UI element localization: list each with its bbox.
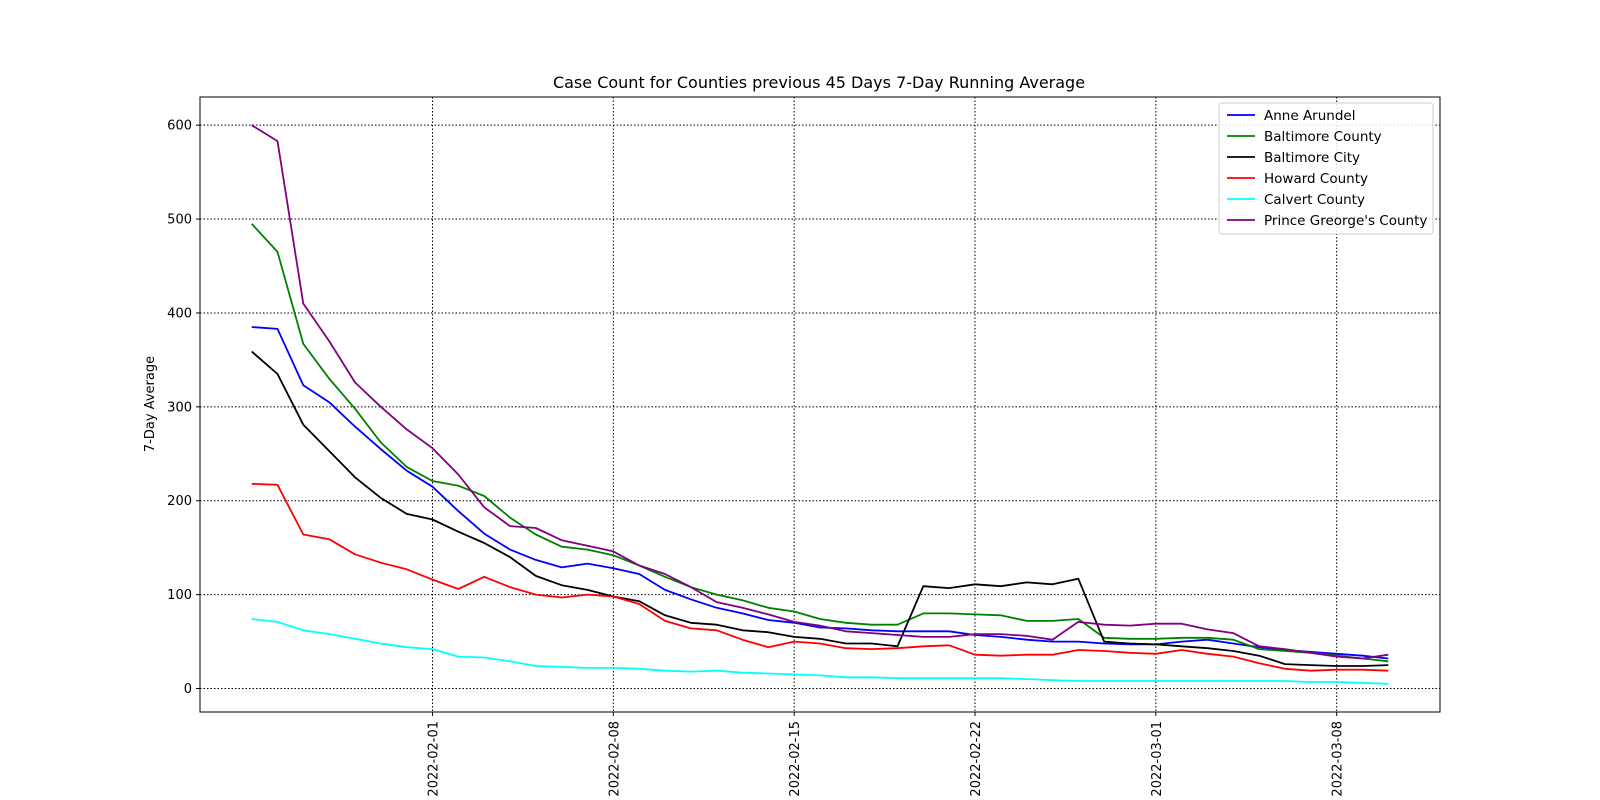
y-tick-label: 600 [167, 119, 192, 134]
series-line-howard-county [251, 482, 1389, 672]
series-layer [251, 124, 1389, 685]
x-tick-label: 2022-02-15 [788, 721, 803, 797]
y-tick-label: 0 [184, 682, 192, 697]
legend-label: Howard County [1264, 171, 1368, 187]
legend-label: Prince Greorge's County [1264, 213, 1427, 229]
legend-label: Anne Arundel [1264, 108, 1355, 124]
legend-label: Baltimore City [1264, 150, 1360, 166]
y-axis-label: 7-Day Average [143, 356, 158, 452]
series-line-baltimore-city [251, 350, 1389, 667]
series-line-baltimore-county [251, 223, 1389, 663]
y-tick-label: 300 [167, 400, 192, 415]
legend-label: Calvert County [1264, 192, 1365, 208]
legend-label: Baltimore County [1264, 129, 1382, 145]
x-tick-layer: 2022-02-01 2022-02-08 2022-02-15 2022-02-22… [427, 712, 1346, 797]
series-line-calvert-county [251, 618, 1389, 685]
series-line-prince-greorge-s-county [251, 124, 1389, 660]
y-tick-label: 200 [167, 494, 192, 509]
plot-area-frame [199, 96, 1441, 713]
x-tick-label: 2022-02-08 [607, 721, 622, 797]
chart-title: Case Count for Counties previous 45 Days… [553, 73, 1085, 92]
legend-box [1218, 102, 1434, 235]
x-tick-label: 2022-03-08 [1331, 721, 1346, 797]
x-tick-label: 2022-03-01 [1150, 721, 1165, 797]
y-tick-label: 500 [167, 213, 192, 228]
x-tick-label: 2022-02-01 [427, 721, 442, 797]
series-line-anne-arundel [251, 326, 1389, 660]
legend: Anne Arundel Baltimore County Baltimore Ci… [1218, 102, 1434, 235]
y-tick-label: 400 [167, 306, 192, 321]
y-tick-label: 100 [167, 588, 192, 603]
x-tick-label: 2022-02-22 [969, 721, 984, 797]
y-tick-layer: 0 100 200 300 400 500 600 [167, 119, 200, 697]
